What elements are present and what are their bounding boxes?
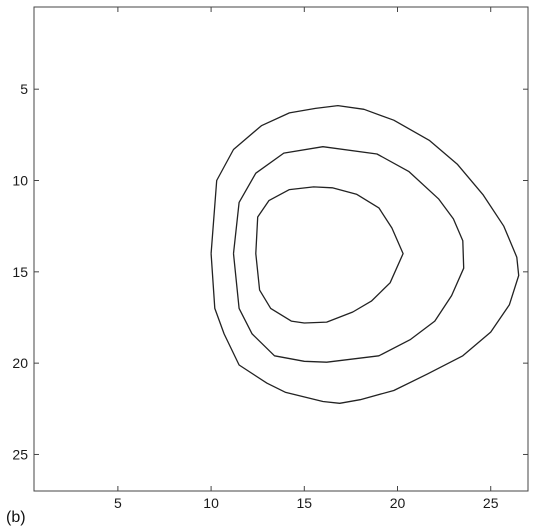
- x-tick-label: 10: [203, 495, 219, 511]
- panel-label: (b): [6, 509, 26, 526]
- x-tick-label: 25: [483, 495, 499, 511]
- y-tick-label: 5: [20, 81, 28, 97]
- contour-line-1: [210, 104, 520, 404]
- x-tick-label: 5: [114, 495, 122, 511]
- axis-ticks: 5 10 15 20 25 5 10 15 20 25: [12, 7, 528, 511]
- contour-line-2: [232, 146, 465, 363]
- y-tick-label: 20: [12, 355, 28, 371]
- x-tick-label: 15: [297, 495, 313, 511]
- contour-lines: [210, 104, 520, 404]
- y-tick-label: 25: [12, 446, 28, 462]
- plot-frame: [33, 6, 529, 492]
- y-tick-label: 15: [12, 264, 28, 280]
- x-tick-label: 20: [390, 495, 406, 511]
- contour-line-3: [255, 186, 404, 324]
- y-tick-label: 10: [12, 173, 28, 189]
